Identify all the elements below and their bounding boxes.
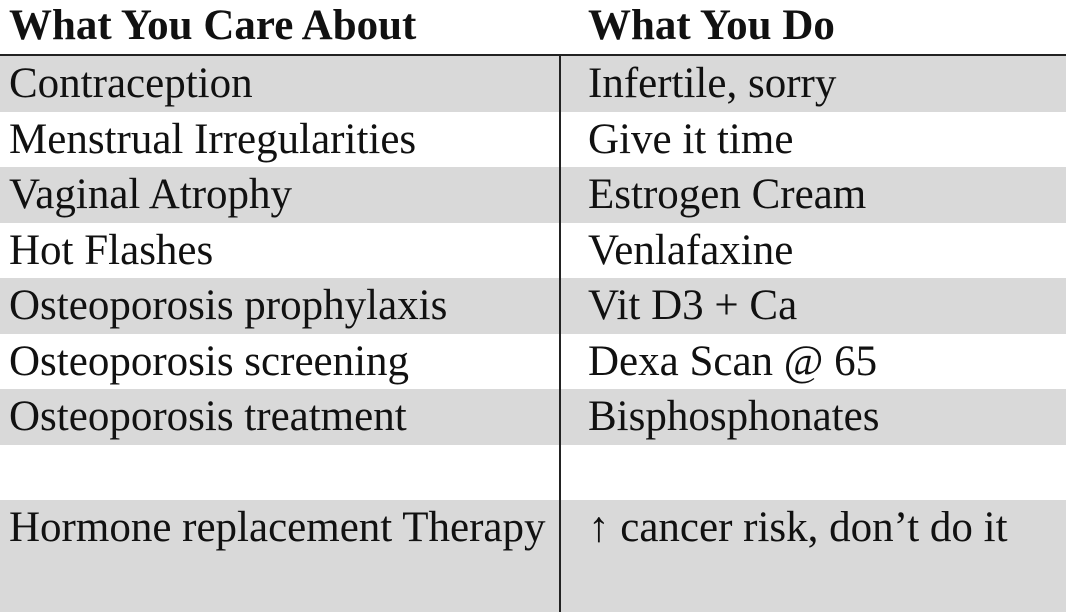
- table-row-empty: [0, 444, 1066, 500]
- action-cell: Venlafaxine: [559, 222, 1066, 278]
- concern-cell: Hot Flashes: [9, 226, 214, 274]
- table-row: Vaginal Atrophy Estrogen Cream: [0, 167, 1066, 223]
- action-cell: Vit D3 + Ca: [559, 278, 1066, 334]
- concern-cell: Vaginal Atrophy: [9, 171, 293, 218]
- concern-cell: Menstrual Irregularities: [9, 115, 417, 163]
- table-header-row: What You Care About What You Do: [0, 0, 1066, 56]
- concern-cell: Hormone replacement Therapy: [9, 503, 546, 551]
- table-row: Contraception Infertile, sorry: [0, 56, 1066, 112]
- table-row: Osteoporosis prophylaxis Vit D3 + Ca: [0, 278, 1066, 334]
- concern-cell: Osteoporosis screening: [9, 337, 410, 385]
- header-what-you-do: What You Do: [588, 2, 835, 49]
- table-row: Menstrual Irregularities Give it time: [0, 111, 1066, 167]
- concern-cell: Contraception: [9, 60, 253, 107]
- action-cell: Give it time: [559, 111, 1066, 167]
- table-row: Osteoporosis screening Dexa Scan @ 65: [0, 333, 1066, 389]
- table-row: Osteoporosis treatment Bisphosphonates: [0, 389, 1066, 445]
- concern-cell: [0, 445, 559, 500]
- concern-cell: Osteoporosis prophylaxis: [9, 282, 448, 329]
- action-cell: Infertile, sorry: [559, 56, 1066, 112]
- action-cell: Dexa Scan @ 65: [559, 333, 1066, 389]
- concern-cell: Osteoporosis treatment: [9, 393, 407, 440]
- action-cell: Estrogen Cream: [559, 167, 1066, 223]
- action-cell: [559, 444, 1066, 500]
- action-cell: Bisphosphonates: [559, 389, 1066, 445]
- header-what-you-care-about: What You Care About: [9, 2, 417, 49]
- table-row: Hot Flashes Venlafaxine: [0, 222, 1066, 278]
- table-row: Hormone replacement Therapy ↑ cancer ris…: [0, 499, 1066, 612]
- action-cell: ↑ cancer risk, don’t do it: [559, 499, 1066, 612]
